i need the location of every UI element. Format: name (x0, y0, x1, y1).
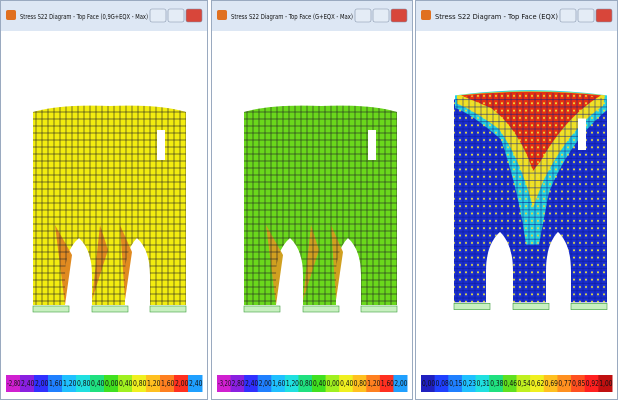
legend-label: 0,40 (313, 379, 326, 388)
page: Stress S22 Diagram - Top Face (0,9G+EQX … (0, 0, 618, 401)
legend-label: 0,40 (340, 379, 353, 388)
legend-label: 0,62 (531, 379, 544, 388)
legend-label: 2,00 (35, 379, 49, 388)
legend-label: 0,00 (105, 379, 119, 388)
stress-diagram (33, 106, 186, 312)
maximize-button[interactable] (578, 9, 594, 22)
support-footing (33, 306, 69, 312)
app-icon (6, 10, 16, 20)
legend-label: 1,20 (63, 379, 77, 388)
legend-label: 0,23 (463, 379, 476, 388)
legend-label: 1,60 (49, 379, 63, 388)
close-button[interactable] (391, 9, 407, 22)
maximize-button[interactable] (168, 9, 184, 22)
support-footing (361, 306, 397, 312)
legend-label: 2,40 (21, 379, 35, 388)
close-button[interactable] (186, 9, 202, 22)
window-opening (368, 130, 376, 160)
legend-label: 0,00 (422, 379, 435, 388)
support-footing (454, 303, 490, 309)
legend-label: 1,20 (147, 379, 161, 388)
legend-label: 0,92 (586, 379, 599, 388)
stress-diagram (244, 106, 397, 312)
legend-label: -2,80 (7, 379, 21, 388)
legend-label: 0,15 (449, 379, 462, 388)
window-title: Stress S22 Diagram - Top Face (EQX) (435, 12, 558, 21)
app-icon (421, 10, 431, 20)
legend-label: 0,80 (133, 379, 147, 388)
legend-label: 0,69 (545, 379, 558, 388)
legend-label: 0,80 (299, 379, 312, 388)
window-title: Stress S22 Diagram - Top Face (0,9G+EQX … (20, 12, 148, 21)
legend-label: 0,40 (119, 379, 133, 388)
legend-label: 0,85 (572, 379, 585, 388)
legend-label: 0,80 (354, 379, 367, 388)
legend-label: 0,00 (327, 379, 340, 388)
legend-label: -3,20 (218, 379, 231, 388)
support-footing (571, 303, 607, 309)
legend-label: 2,40 (189, 379, 203, 388)
legend-label: 2,40 (245, 379, 258, 388)
screen: Stress S22 Diagram - Top Face (0,9G+EQX … (0, 0, 618, 401)
legend-label: 1,60 (161, 379, 175, 388)
window: Stress S22 Diagram - Top Face (G+EQX - M… (212, 1, 413, 400)
window: Stress S22 Diagram - Top Face (0,9G+EQX … (1, 1, 208, 400)
support-footing (513, 303, 549, 309)
maximize-button[interactable] (373, 9, 389, 22)
legend-label: 0,46 (504, 379, 517, 388)
legend-label: 0,08 (436, 379, 449, 388)
legend-label: 0,38 (490, 379, 503, 388)
minimize-button[interactable] (560, 9, 576, 22)
legend-label: 1,20 (286, 379, 299, 388)
window-title: Stress S22 Diagram - Top Face (G+EQX - M… (231, 12, 353, 21)
minimize-button[interactable] (150, 9, 166, 22)
legend-label: 1,00 (599, 379, 612, 388)
legend-label: 2,00 (259, 379, 272, 388)
legend-label: 2,80 (232, 379, 245, 388)
support-footing (92, 306, 128, 312)
legend-label: 0,31 (477, 379, 490, 388)
legend-label: 0,77 (558, 379, 571, 388)
legend-label: 0,54 (518, 379, 531, 388)
legend-label: 2,00 (175, 379, 189, 388)
stress-diagram (454, 90, 607, 309)
support-footing (303, 306, 339, 312)
minimize-button[interactable] (355, 9, 371, 22)
legend-label: 2,00 (394, 379, 407, 388)
legend-label: 1,60 (381, 379, 394, 388)
window-opening (157, 130, 165, 160)
legend-label: 0,40 (91, 379, 105, 388)
support-footing (244, 306, 280, 312)
support-footing (150, 306, 186, 312)
legend-label: 1,20 (367, 379, 380, 388)
window-opening (578, 118, 586, 150)
legend-label: 0,80 (77, 379, 91, 388)
app-icon (217, 10, 227, 20)
legend-label: 1,60 (272, 379, 285, 388)
close-button[interactable] (596, 9, 612, 22)
